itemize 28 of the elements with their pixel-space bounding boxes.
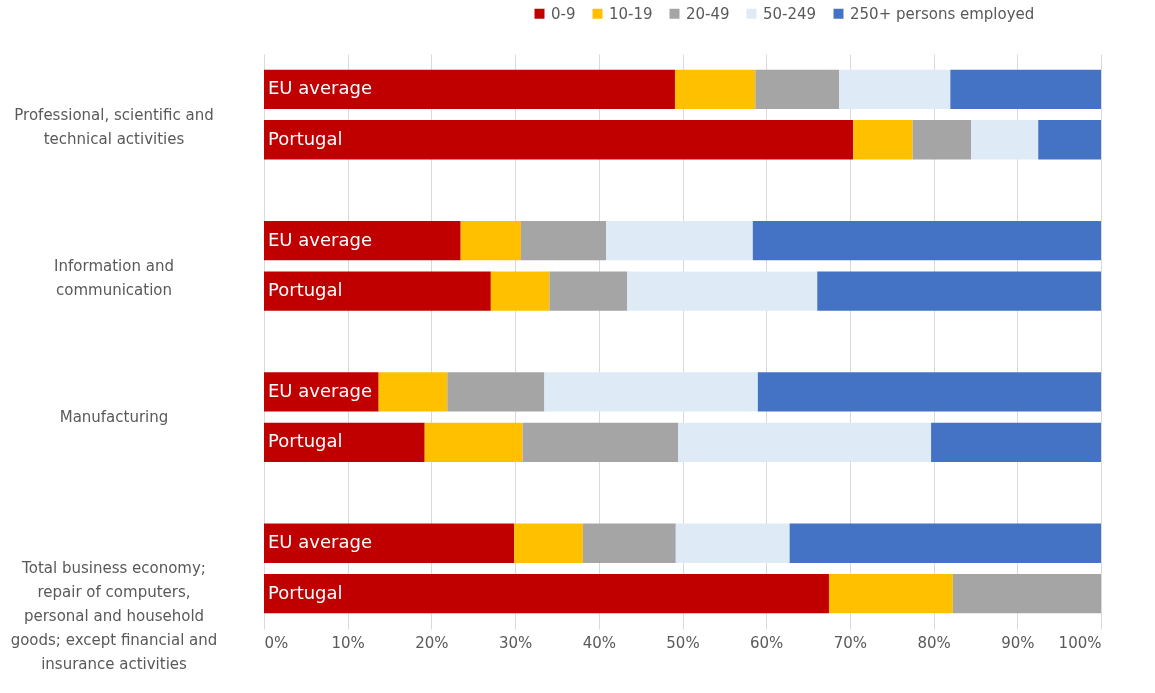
x-tick-label: 0% <box>264 633 289 652</box>
y-tick-label: EU average <box>268 379 372 401</box>
x-tick-label: 60% <box>750 633 784 652</box>
y-tick-label: Portugal <box>268 430 343 452</box>
x-tick-label: 70% <box>833 633 868 652</box>
text: Professional, scientific and technical activities <box>14 105 214 148</box>
text: Total business economy; repair of computers, personal and household goods; except financial and insurance activities <box>10 559 218 674</box>
x-tick-label: 10% <box>331 633 365 652</box>
x-tick-label: 30% <box>498 633 533 652</box>
y-tick-label: Portugal <box>268 127 343 149</box>
legend-label: 0-9 <box>551 4 576 23</box>
text: Information and communication <box>54 256 174 299</box>
x-tick-label: 100% <box>1058 633 1102 652</box>
legend-label: 20-49 <box>686 4 730 23</box>
x-tick-label: 50% <box>666 633 700 652</box>
x-tick-label: 80% <box>917 633 951 652</box>
text: Manufacturing <box>59 408 169 427</box>
legend-label: 250+ persons employed <box>850 4 1035 23</box>
legend-label: 10-19 <box>609 4 653 23</box>
x-tick-label: 40% <box>582 633 616 652</box>
y-tick-label: Portugal <box>268 279 343 301</box>
y-tick-label: EU average <box>268 531 372 553</box>
y-tick-label: EU average <box>268 228 372 250</box>
x-tick-label: 90% <box>1001 633 1035 652</box>
y-tick-label: EU average <box>268 77 372 99</box>
x-tick-label: 20% <box>415 633 449 652</box>
y-tick-label: Portugal <box>268 581 343 603</box>
legend-label: 50-249 <box>763 4 817 23</box>
